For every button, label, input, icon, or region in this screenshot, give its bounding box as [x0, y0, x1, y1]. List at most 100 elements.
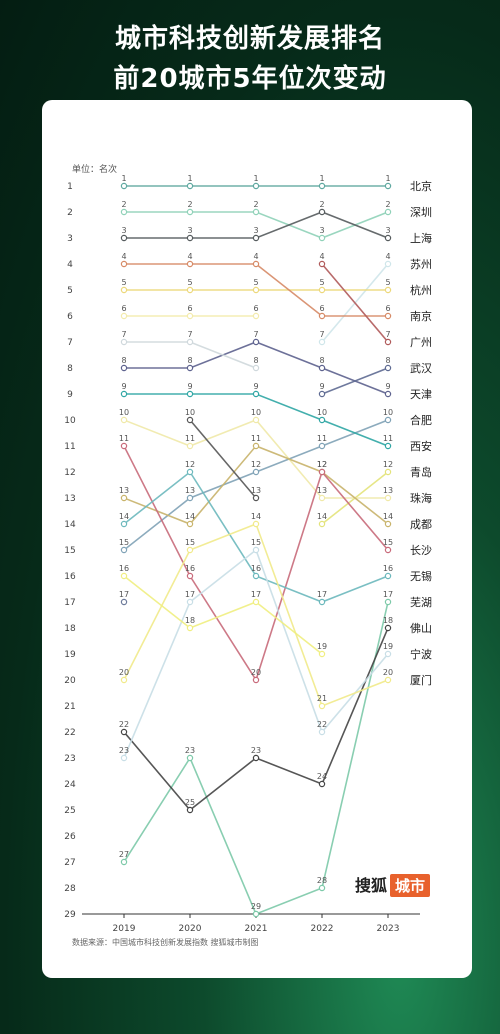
- data-label: 9: [319, 382, 324, 391]
- data-label: 7: [121, 330, 126, 339]
- city-label: 青岛: [410, 465, 432, 479]
- data-point: [120, 208, 128, 216]
- data-point: [384, 546, 392, 554]
- data-point: [318, 650, 326, 658]
- data-label: 16: [251, 564, 261, 573]
- city-label: 佛山: [410, 622, 432, 635]
- data-point: [252, 182, 260, 190]
- city-label: 上海: [410, 231, 432, 245]
- y-tick-label: 16: [64, 572, 76, 582]
- data-point: [186, 260, 194, 268]
- data-label: 8: [385, 356, 390, 365]
- data-label: 15: [383, 538, 393, 547]
- data-point: [252, 494, 260, 502]
- data-point: [186, 468, 194, 476]
- data-point: [252, 416, 260, 424]
- data-point: [186, 754, 194, 762]
- data-point: [120, 494, 128, 502]
- data-label: 8: [121, 356, 126, 365]
- data-point: [384, 286, 392, 294]
- data-label: 8: [187, 356, 192, 365]
- data-point: [384, 598, 392, 606]
- y-tick-label: 6: [67, 312, 73, 322]
- source-note: 数据来源：中国城市科技创新发展指数 搜狐城市制图: [72, 937, 259, 947]
- y-tick-label: 28: [64, 884, 76, 894]
- data-label: 13: [383, 486, 393, 495]
- data-label: 4: [187, 252, 192, 261]
- y-tick-label: 25: [64, 806, 75, 816]
- data-label: 11: [119, 434, 129, 443]
- city-label: 杭州: [410, 283, 432, 297]
- y-tick-label: 15: [64, 546, 75, 556]
- data-point: [384, 208, 392, 216]
- data-label: 4: [319, 252, 324, 261]
- data-label: 15: [119, 538, 129, 547]
- data-label: 4: [385, 252, 390, 261]
- data-point: [252, 338, 260, 346]
- city-label: 珠海: [410, 491, 432, 505]
- data-point: [186, 494, 194, 502]
- data-label: 5: [385, 278, 390, 287]
- data-point: [120, 312, 128, 320]
- data-label: 3: [187, 226, 192, 235]
- data-point: [384, 312, 392, 320]
- data-point: [120, 260, 128, 268]
- data-label: 6: [187, 304, 192, 313]
- y-tick-label: 22: [64, 728, 75, 738]
- data-label: 3: [121, 226, 126, 235]
- data-point: [120, 728, 128, 736]
- data-point: [120, 182, 128, 190]
- y-tick-label: 11: [64, 442, 75, 452]
- data-label: 17: [185, 590, 195, 599]
- data-label: 17: [119, 590, 129, 599]
- data-point: [318, 884, 326, 892]
- data-label: 5: [187, 278, 192, 287]
- data-point: [186, 208, 194, 216]
- y-tick-label: 14: [64, 520, 76, 530]
- data-label: 11: [383, 434, 393, 443]
- data-label: 28: [317, 876, 327, 885]
- city-label: 武汉: [410, 362, 432, 375]
- data-point: [120, 858, 128, 866]
- y-tick-label: 2: [67, 208, 73, 218]
- data-point: [120, 754, 128, 762]
- city-label: 长沙: [410, 544, 432, 557]
- x-tick-label: 2019: [113, 924, 136, 934]
- data-label: 7: [319, 330, 324, 339]
- data-label: 10: [185, 408, 195, 417]
- city-label: 南京: [410, 309, 432, 323]
- data-label: 10: [251, 408, 261, 417]
- series-line: [189, 419, 257, 499]
- data-label: 19: [383, 642, 393, 651]
- data-label: 1: [385, 174, 390, 183]
- data-point: [186, 572, 194, 580]
- data-label: 17: [383, 590, 393, 599]
- data-label: 3: [319, 226, 324, 235]
- x-tick-label: 2023: [377, 924, 400, 934]
- y-tick-label: 21: [64, 702, 75, 712]
- data-point: [120, 572, 128, 580]
- data-label: 14: [185, 512, 195, 521]
- city-label: 深圳: [410, 206, 432, 219]
- data-point: [186, 364, 194, 372]
- chart-title-line1: 城市科技创新发展排名: [114, 24, 385, 54]
- data-label: 11: [251, 434, 261, 443]
- data-label: 1: [121, 174, 126, 183]
- x-tick-label: 2022: [311, 924, 334, 934]
- data-label: 5: [121, 278, 126, 287]
- data-point: [318, 442, 326, 450]
- data-point: [252, 520, 260, 528]
- data-label: 10: [317, 408, 327, 417]
- data-label: 5: [253, 278, 258, 287]
- data-label: 22: [119, 720, 129, 729]
- data-point: [252, 260, 260, 268]
- data-point: [186, 390, 194, 398]
- data-point: [186, 546, 194, 554]
- y-tick-label: 10: [64, 416, 76, 426]
- y-tick-label: 19: [64, 650, 76, 660]
- data-point: [318, 728, 326, 736]
- data-point: [384, 468, 392, 476]
- data-label: 19: [317, 642, 327, 651]
- y-tick-label: 8: [67, 364, 73, 374]
- data-point: [318, 312, 326, 320]
